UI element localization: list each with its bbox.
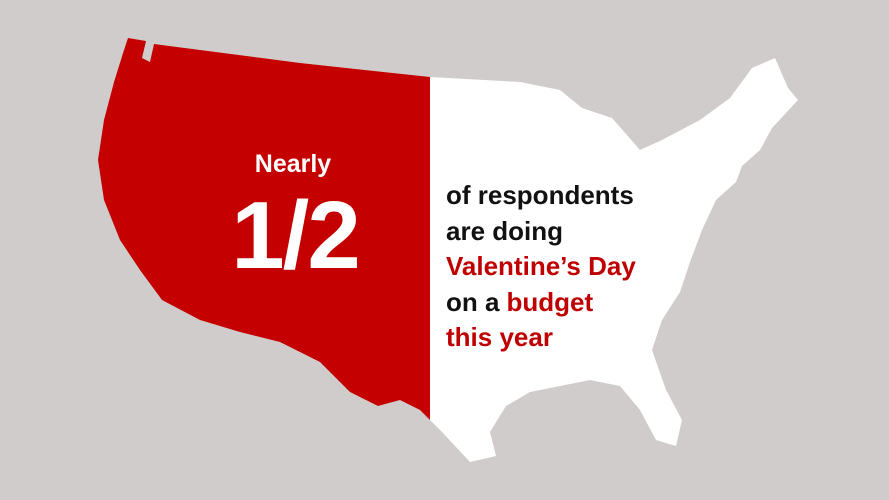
statement: of respondents are doing Valentine’s Day on… (446, 178, 643, 356)
statement-line: of respondents (446, 178, 643, 214)
statement-line: this year (446, 320, 643, 356)
statement-text: budget (506, 286, 594, 317)
statement-text: Valentine’s Day (446, 251, 636, 281)
statement-line: on a budget (446, 285, 643, 321)
statement-text: this year (446, 322, 553, 352)
statement-line: are doing (446, 214, 643, 250)
headline-lead: Nearly (254, 150, 332, 178)
statement-line: Valentine’s Day (446, 249, 643, 285)
statement-text: on a (446, 286, 500, 317)
statement-text: of respondents (446, 180, 634, 210)
statement-text: are doing (446, 215, 564, 246)
headline-figure: 1/2 (231, 182, 360, 289)
